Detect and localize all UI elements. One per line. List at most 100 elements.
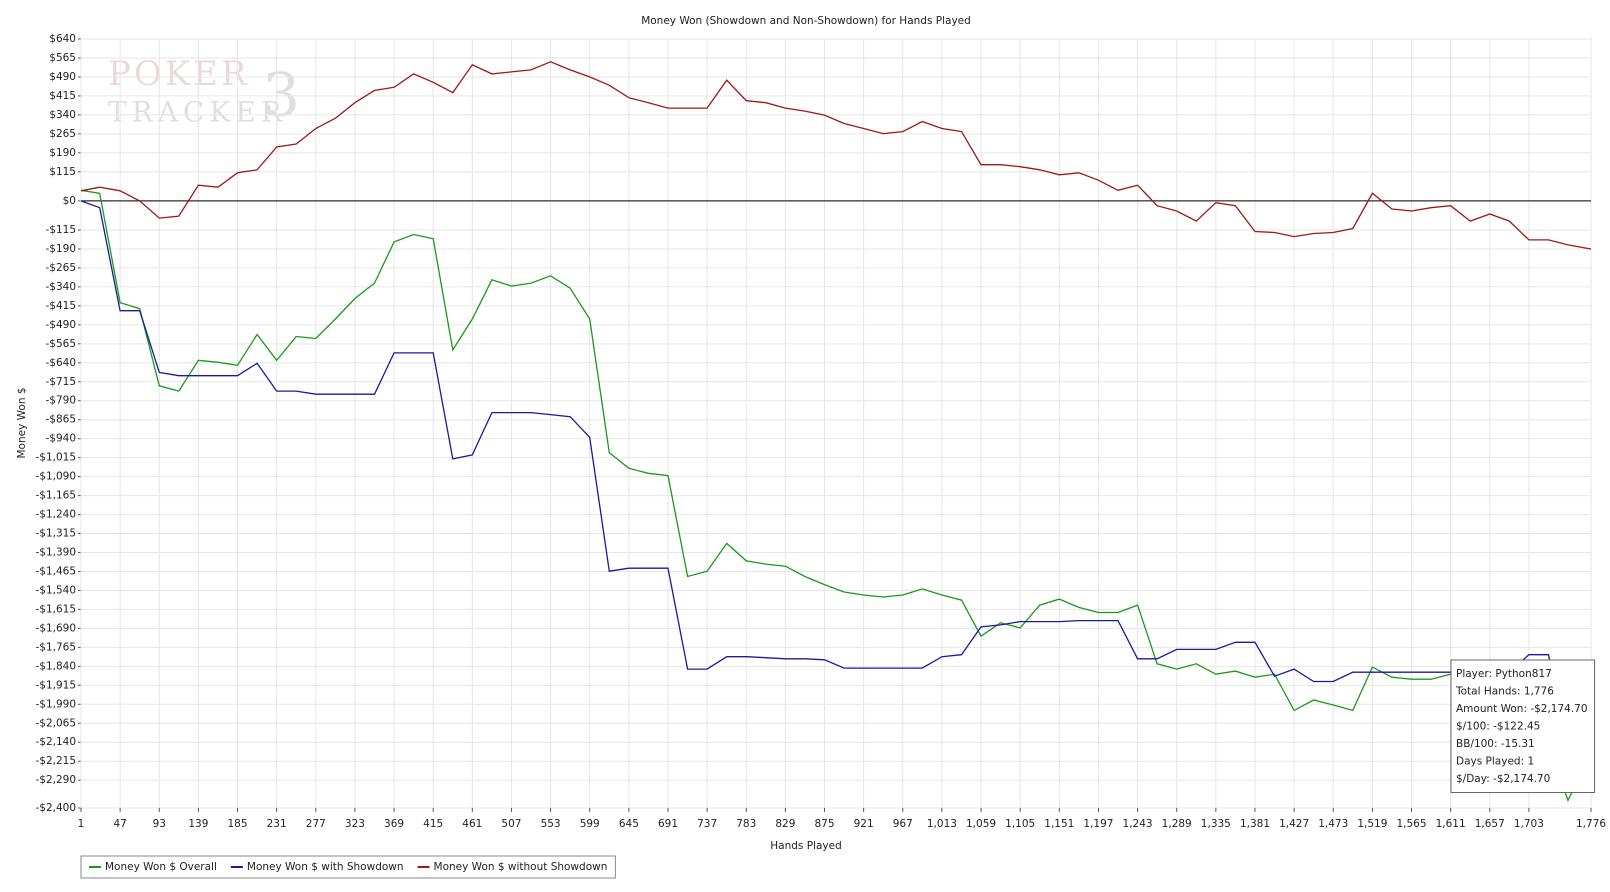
watermark-text: TRACKER: [108, 96, 287, 129]
x-tick-label: 1,381: [1240, 818, 1270, 830]
y-tick-label: -$865: [45, 414, 76, 426]
x-tick-label: 921: [854, 818, 874, 830]
x-tick-label: 1,059: [966, 818, 996, 830]
y-tick-label: -$115: [45, 224, 76, 236]
legend-label: Money Won $ without Showdown: [434, 861, 608, 873]
y-axis-label: Money Won $: [16, 387, 28, 458]
x-tick-label: 369: [384, 818, 404, 830]
x-tick-label: 875: [814, 818, 834, 830]
y-tick-label: -$1,165: [35, 490, 76, 502]
y-tick-label: -$790: [45, 395, 76, 407]
y-tick-label: -$1,915: [35, 679, 76, 691]
y-tick-label: $415: [49, 90, 76, 102]
x-tick-label: 783: [736, 818, 756, 830]
x-tick-label: 1,289: [1162, 818, 1192, 830]
x-tick-label: 461: [462, 818, 482, 830]
x-tick-label: 415: [423, 818, 443, 830]
y-tick-label: -$1,690: [35, 622, 76, 634]
y-tick-label: -$1,015: [35, 452, 76, 464]
x-tick-label: 1,335: [1201, 818, 1231, 830]
tooltip: Player: Python817 Total Hands: 1,776 Amoun…: [1450, 659, 1596, 793]
y-tick-label: -$2,290: [35, 774, 76, 786]
x-tick-label: 93: [153, 818, 166, 830]
x-tick-label: 231: [267, 818, 287, 830]
tooltip-line: Player: Python817: [1456, 668, 1552, 680]
y-tick-label: -$2,065: [35, 717, 76, 729]
x-tick-label: 1,565: [1396, 818, 1426, 830]
y-tick-label: -$190: [45, 243, 76, 255]
y-tick-label: $640: [49, 33, 76, 45]
x-tick-label: 139: [188, 818, 208, 830]
x-tick-label: 1,473: [1318, 818, 1348, 830]
x-tick-label: 967: [893, 818, 913, 830]
x-tick-label: 47: [113, 818, 126, 830]
tooltip-line: Total Hands: 1,776: [1455, 686, 1554, 698]
y-tick-label: -$2,400: [35, 802, 76, 814]
x-tick-label: 323: [345, 818, 365, 830]
y-tick-label: -$1,765: [35, 641, 76, 653]
tooltip-line: BB/100: -15.31: [1456, 738, 1535, 750]
series-line: [80, 61, 1592, 250]
y-tick-label: $340: [49, 109, 76, 121]
x-tick-label: 1,243: [1123, 818, 1153, 830]
y-tick-label: $265: [49, 128, 76, 140]
x-tick-label: 1,427: [1279, 818, 1309, 830]
y-tick-label: -$640: [45, 357, 76, 369]
y-tick-label: -$490: [45, 319, 76, 331]
y-tick-label: $565: [49, 52, 76, 64]
legend: Money Won $ Overall Money Won $ with Show…: [80, 855, 616, 879]
y-tick-label: -$265: [45, 262, 76, 274]
tooltip-line: Amount Won: -$2,174.70: [1456, 703, 1588, 715]
x-tick-label: 507: [501, 818, 521, 830]
y-tick-label: $190: [49, 147, 76, 159]
x-tick-label: 1,151: [1044, 818, 1074, 830]
y-tick-label: -$715: [45, 376, 76, 388]
tooltip-line: $/100: -$122.45: [1456, 721, 1540, 733]
y-tick-label: -$565: [45, 338, 76, 350]
x-tick-label: 1,657: [1475, 818, 1505, 830]
x-tick-label: 1,013: [927, 818, 957, 830]
x-tick-label: 1,703: [1514, 818, 1544, 830]
tooltip-line: Days Played: 1: [1456, 756, 1534, 768]
x-tick-label: 1,197: [1083, 818, 1113, 830]
y-tick-label: $0: [63, 195, 76, 207]
watermark-text: POKER: [108, 54, 250, 94]
series-line: [80, 189, 1592, 803]
x-tick-label: 737: [697, 818, 717, 830]
y-tick-label: -$1,465: [35, 565, 76, 577]
y-tick-label: -$2,140: [35, 736, 76, 748]
plot-area: [80, 38, 1592, 809]
tooltip-line: $/Day: -$2,174.70: [1456, 773, 1550, 785]
x-tick-label: 691: [658, 818, 678, 830]
y-tick-label: -$1,615: [35, 603, 76, 615]
x-axis-label: Hands Played: [770, 840, 841, 852]
y-tick-label: $115: [49, 166, 76, 178]
y-tick-label: -$1,390: [35, 547, 76, 559]
tooltip-box: [1450, 659, 1596, 793]
x-tick-label: 829: [775, 818, 795, 830]
y-tick-label: -$1,090: [35, 471, 76, 483]
x-tick-label: 185: [228, 818, 248, 830]
x-tick-label: 1,611: [1436, 818, 1466, 830]
y-tick-label: -$1,240: [35, 509, 76, 521]
x-tick-label: 277: [306, 818, 326, 830]
y-tick-label: -$1,990: [35, 698, 76, 710]
y-tick-label: -$340: [45, 281, 76, 293]
chart-title: Money Won (Showdown and Non-Showdown) fo…: [641, 15, 971, 27]
x-tick-label: 599: [580, 818, 600, 830]
x-tick-label: 1,105: [1005, 818, 1035, 830]
x-tick-label: 1: [78, 818, 85, 830]
legend-label: Money Won $ Overall: [105, 861, 217, 873]
x-tick-label: 1,776: [1576, 818, 1606, 830]
legend-box: [80, 855, 616, 879]
x-tick-label: 645: [619, 818, 639, 830]
y-tick-label: -$1,540: [35, 584, 76, 596]
y-tick-label: -$940: [45, 433, 76, 445]
series-line: [80, 200, 1592, 760]
y-tick-label: -$1,840: [35, 660, 76, 672]
legend-label: Money Won $ with Showdown: [247, 861, 404, 873]
x-tick-label: 1,519: [1357, 818, 1387, 830]
y-tick-label: -$2,215: [35, 755, 76, 767]
